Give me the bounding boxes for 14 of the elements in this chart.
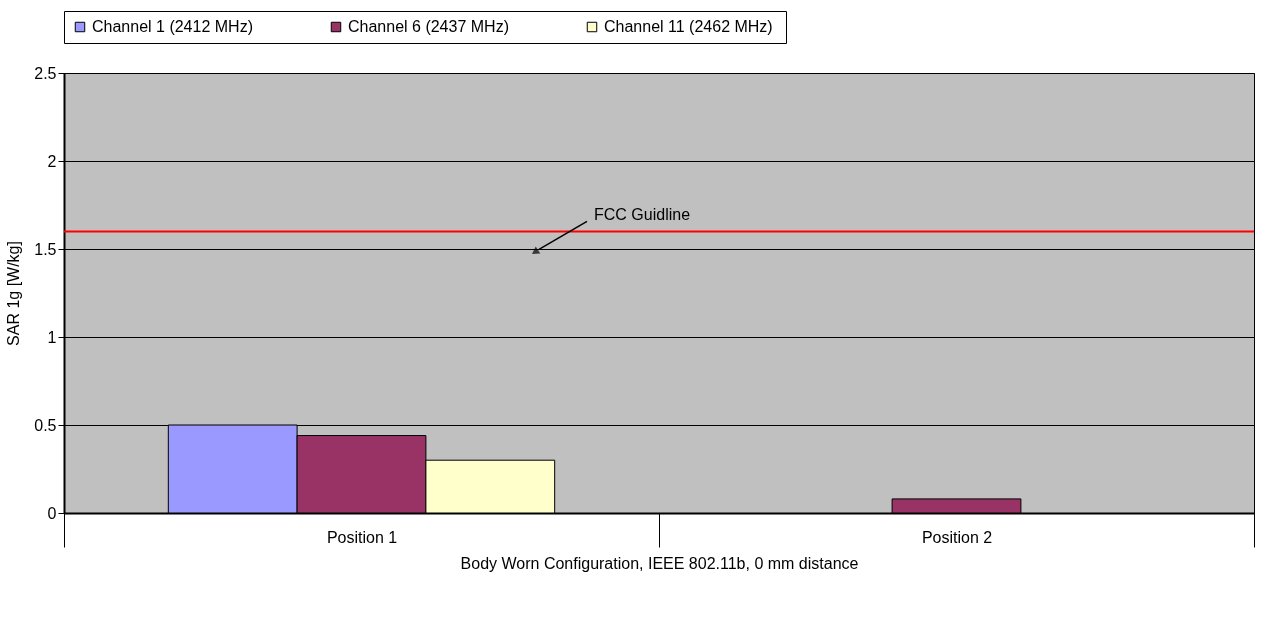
x-axis-title: Body Worn Configuration, IEEE 802.11b, 0 mm distance [460, 555, 859, 572]
y-tick-label: 0.5 [34, 416, 57, 434]
y-tick-label: 1 [47, 328, 57, 346]
y-tick-label: 2.5 [34, 64, 57, 82]
x-tick-label: Position 1 [326, 528, 398, 546]
y-tick-label: 1.5 [34, 240, 57, 258]
y-axis-title: SAR 1g [W/kg] [5, 241, 23, 346]
ref-line-label: FCC Guidline [594, 206, 691, 224]
x-tick-label: Position 2 [921, 528, 993, 546]
y-tick-label: 0 [47, 504, 57, 522]
legend-label: Channel 11 (2462 MHz) [604, 18, 773, 35]
legend-label: Channel 6 (2437 MHz) [348, 18, 509, 35]
legend-label: Channel 1 (2412 MHz) [92, 18, 253, 35]
y-tick-label: 2 [47, 152, 57, 170]
